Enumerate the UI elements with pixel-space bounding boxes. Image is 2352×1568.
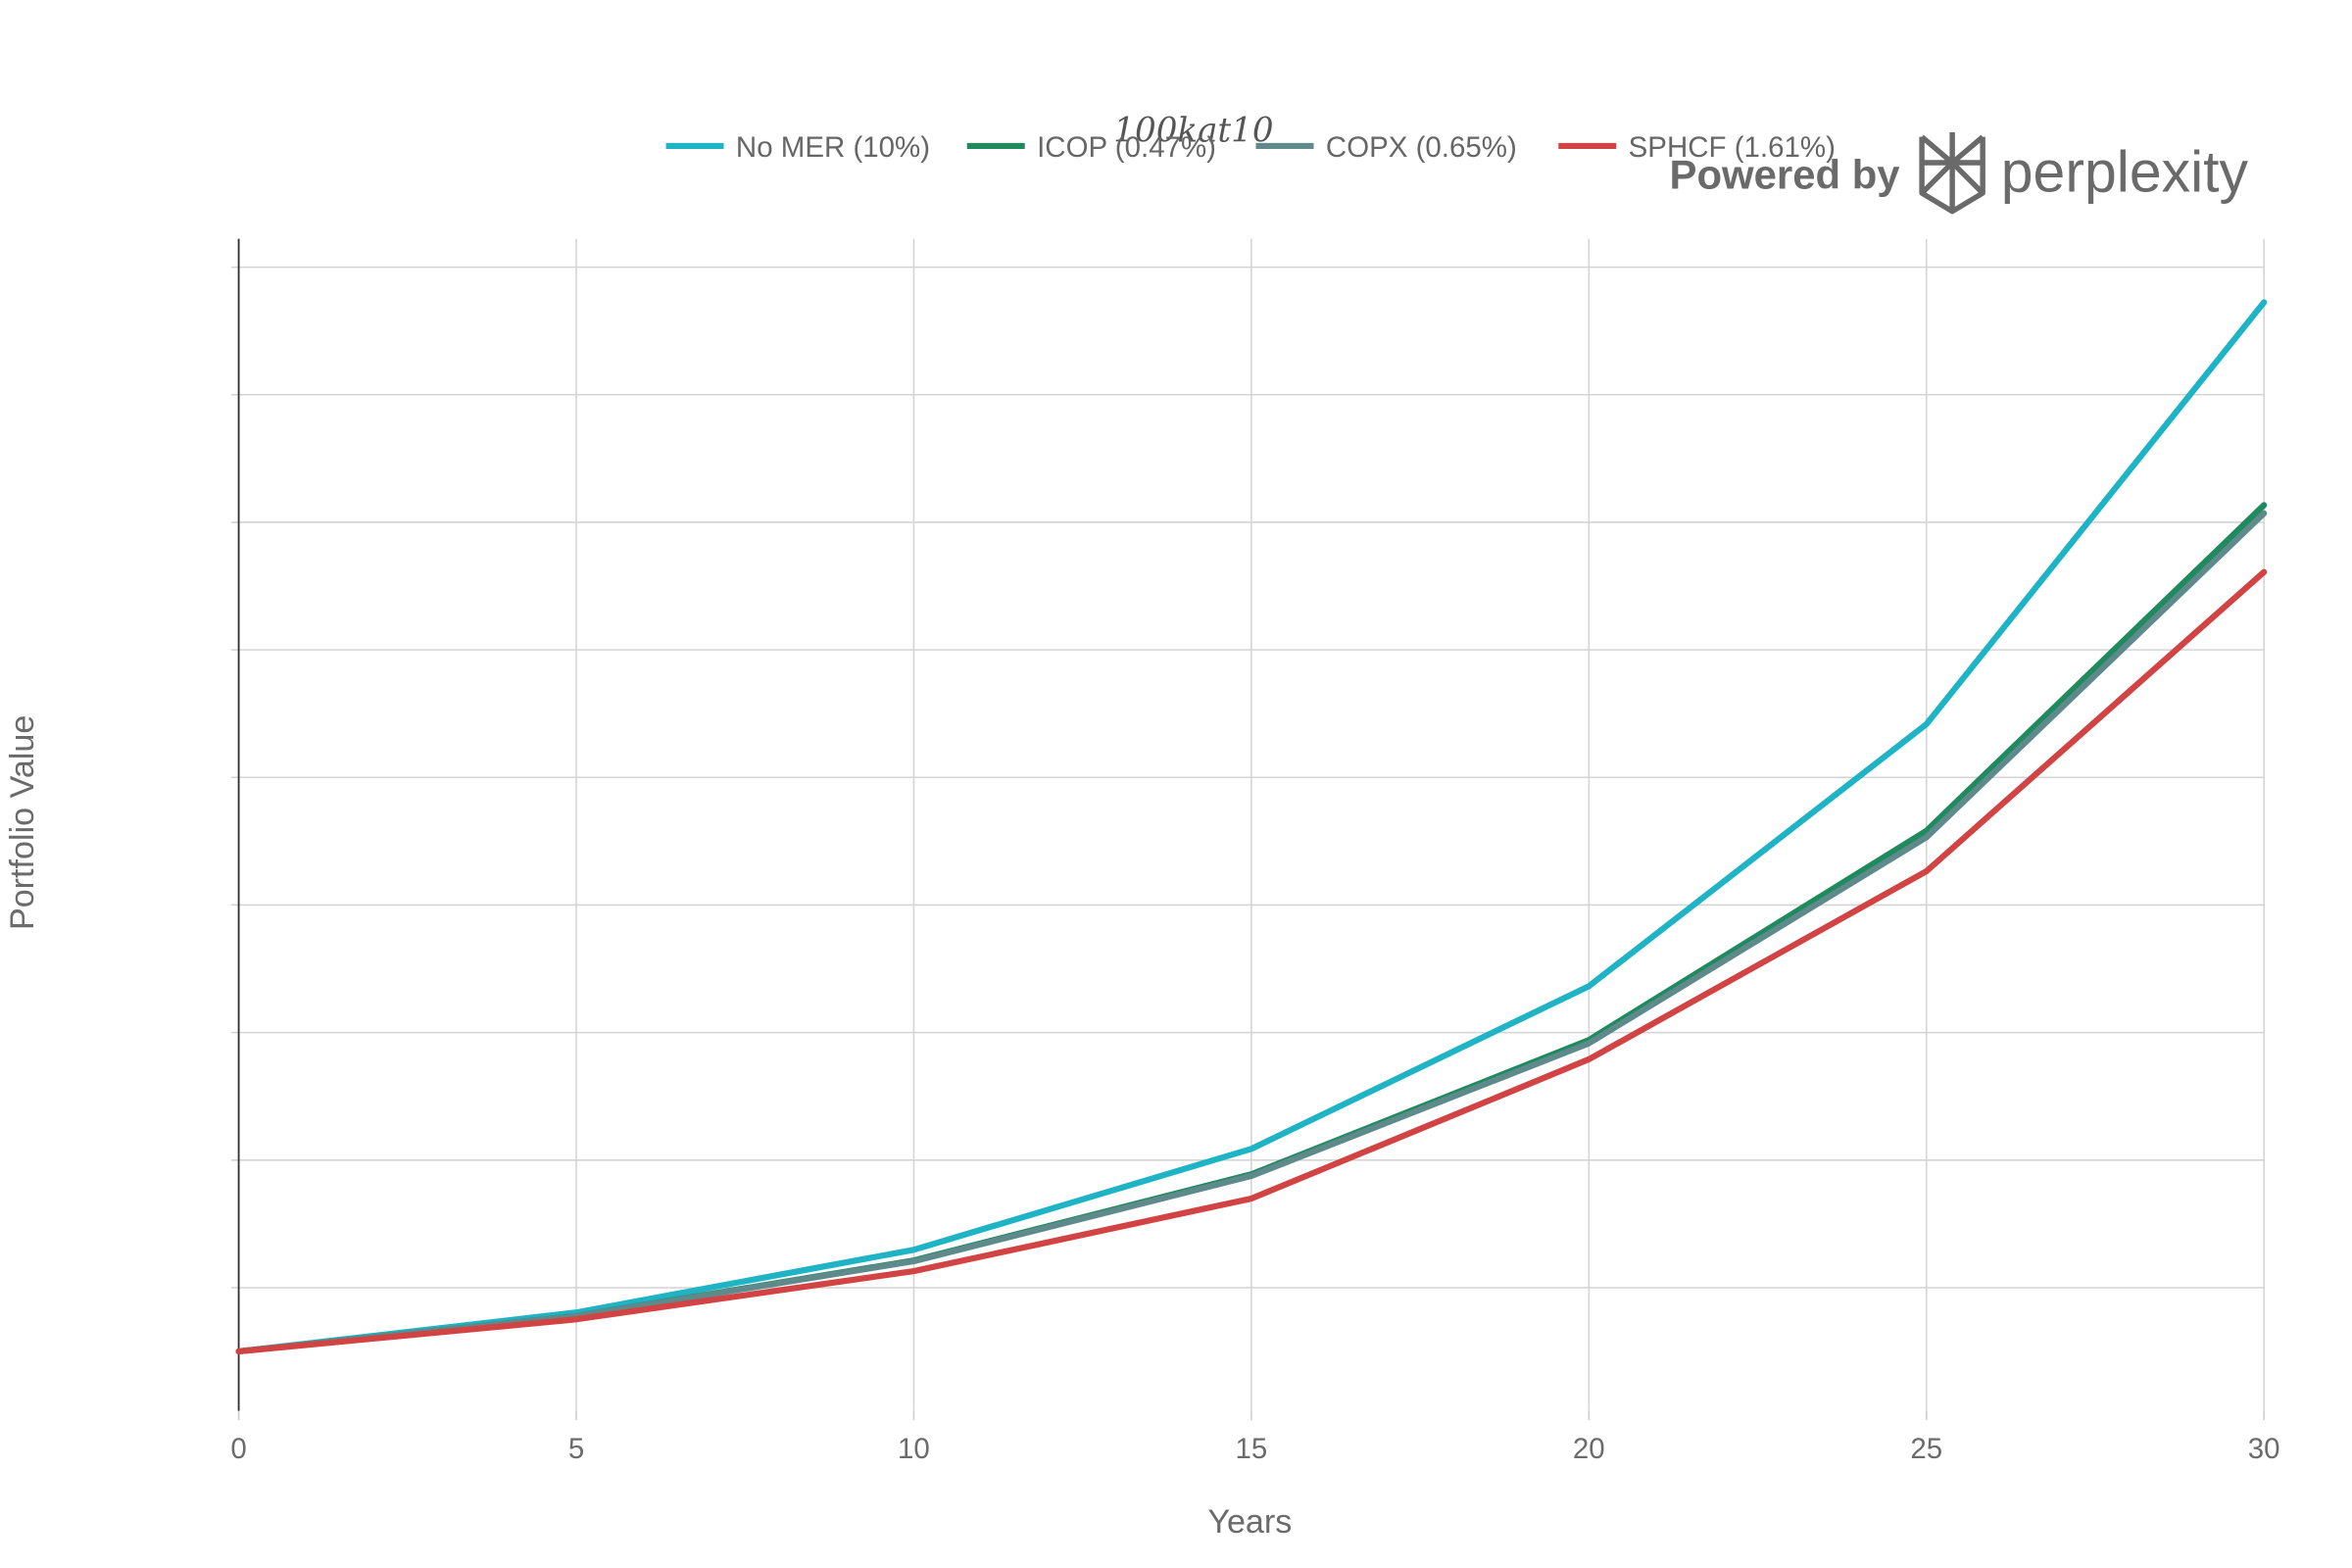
- legend-label: COPX (0.65%): [1326, 131, 1517, 164]
- legend-label: ICOP (0.47%): [1037, 131, 1216, 164]
- x-tick-label: 15: [1235, 1433, 1267, 1465]
- watermark-prefix: Powered by: [1670, 151, 1901, 197]
- x-tick-label: 20: [1573, 1433, 1605, 1465]
- x-tick-label: 25: [1910, 1433, 1942, 1465]
- y-axis-title: Portfolio Value: [4, 715, 41, 930]
- series-line: [235, 510, 2268, 1355]
- perplexity-logo-icon: [1919, 131, 1985, 215]
- legend: No MER (10%) ICOP (0.47%) COPX (0.65%) SPHC…: [665, 131, 1836, 164]
- watermark-brand: perplexity: [2001, 140, 2249, 204]
- watermark: Powered by perplexity: [1670, 131, 2249, 215]
- grid: [230, 238, 2265, 1411]
- x-tick-label: 5: [568, 1433, 584, 1465]
- x-tick-label: 0: [230, 1433, 246, 1465]
- series-lines: [235, 299, 2268, 1355]
- x-axis-title: Years: [1207, 1503, 1292, 1541]
- x-tick-label: 30: [2248, 1433, 2280, 1465]
- legend-label: SPHCF (1.61%): [1629, 131, 1836, 164]
- series-line: [235, 299, 2268, 1355]
- series-line: [235, 568, 2268, 1355]
- chart-title: 100kat10: [1113, 111, 1273, 150]
- x-tick-label: 10: [898, 1433, 930, 1465]
- x-tick-labels: 0 5 10 15 20 25 30: [230, 1433, 2279, 1465]
- legend-label: No MER (10%): [736, 131, 930, 164]
- axes: [237, 238, 2265, 1421]
